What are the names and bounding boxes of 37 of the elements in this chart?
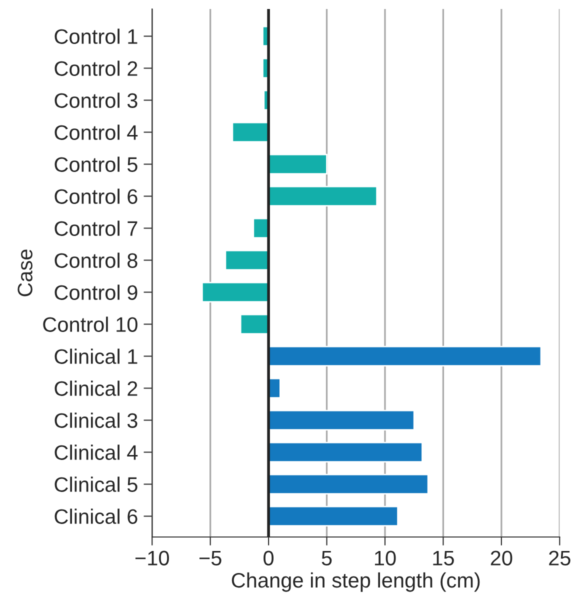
y-tick-label: Clinical 6 <box>54 508 138 524</box>
x-tick-label: −5 <box>199 550 222 566</box>
y-tick-label: Clinical 4 <box>54 444 138 460</box>
x-tick-label: 20 <box>490 550 512 566</box>
y-tick-label: Control 1 <box>54 28 138 44</box>
y-tick-label: Control 3 <box>54 92 138 108</box>
y-tick-label: Control 10 <box>43 316 138 332</box>
x-tick-label: 0 <box>264 550 274 566</box>
y-tick-label: Control 4 <box>54 124 138 140</box>
bar <box>268 442 423 462</box>
bar <box>268 346 542 366</box>
bar <box>232 122 270 142</box>
y-tick-label: Control 9 <box>54 284 138 300</box>
y-tick-label: Clinical 3 <box>54 412 138 428</box>
x-axis-title: Change in step length (cm) <box>232 572 480 592</box>
x-tick-label: 10 <box>374 550 396 566</box>
y-tick-label: Clinical 1 <box>54 348 138 364</box>
bar <box>268 506 398 526</box>
bar <box>268 410 415 430</box>
y-tick-label: Clinical 5 <box>54 476 138 492</box>
y-axis-title: Case <box>18 250 32 296</box>
y-tick-label: Control 6 <box>54 188 138 204</box>
bar <box>268 154 328 174</box>
bar <box>201 282 270 302</box>
y-tick-label: Control 7 <box>54 220 138 236</box>
bar <box>240 314 270 334</box>
x-tick-label: 15 <box>433 550 454 566</box>
y-tick-label: Control 2 <box>54 60 138 76</box>
bar <box>268 186 378 206</box>
x-tick-label: −10 <box>135 550 169 566</box>
x-tick-label: 25 <box>549 550 570 566</box>
x-tick-label: 5 <box>322 550 332 566</box>
bar <box>268 474 429 494</box>
y-tick-label: Clinical 2 <box>54 380 138 396</box>
y-tick-label: Control 8 <box>54 252 138 268</box>
bar <box>224 250 270 270</box>
y-tick-label: Control 5 <box>54 156 138 172</box>
